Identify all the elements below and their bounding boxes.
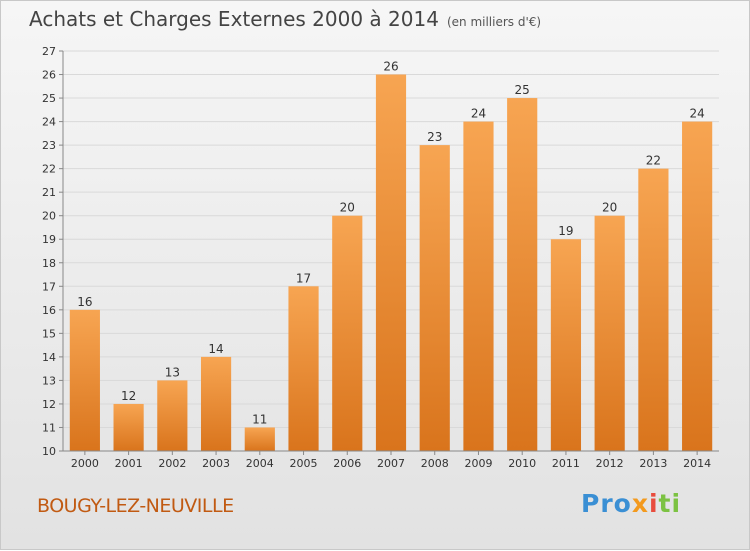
- y-tick-label: 22: [42, 163, 56, 176]
- bar-2003: [200, 356, 232, 451]
- location-label: BOUGY-LEZ-NEUVILLE: [37, 495, 234, 517]
- bar-value-label: 24: [471, 107, 486, 121]
- bar-2006: [332, 215, 363, 451]
- y-tick-label: 19: [42, 233, 56, 246]
- bar-2000: [69, 309, 100, 451]
- x-tick-label: 2013: [639, 457, 667, 470]
- bar-value-label: 20: [602, 201, 617, 215]
- y-tick-label: 20: [42, 210, 56, 223]
- bar-2010: [507, 98, 538, 451]
- x-tick-label: 2004: [246, 457, 274, 470]
- chart-unit: (en milliers d'€): [446, 15, 542, 29]
- x-tick-label: 2003: [202, 457, 230, 470]
- x-tick-label: 2007: [377, 457, 405, 470]
- x-tick-label: 2006: [333, 457, 361, 470]
- x-tick-label: 2014: [683, 457, 711, 470]
- chart-title-text: Achats et Charges Externes 2000 à 2014: [29, 7, 439, 31]
- logo-part-1: Pro: [581, 489, 632, 518]
- x-tick-label: 2002: [158, 457, 186, 470]
- bar-value-label: 17: [296, 271, 311, 285]
- bar-value-label: 13: [165, 365, 180, 379]
- bar-value-label: 16: [77, 295, 92, 309]
- y-tick-label: 26: [42, 69, 56, 82]
- bar-2014: [682, 121, 713, 452]
- logo-part-2: x: [631, 489, 649, 518]
- x-tick-label: 2012: [596, 457, 624, 470]
- bar-2012: [594, 215, 625, 451]
- y-tick-label: 21: [42, 186, 56, 199]
- bar-2013: [638, 168, 669, 451]
- bar-value-label: 19: [558, 224, 573, 238]
- bar-2009: [463, 121, 494, 452]
- y-tick-label: 16: [42, 304, 56, 317]
- y-tick-label: 10: [42, 445, 56, 458]
- bar-value-label: 12: [121, 389, 136, 403]
- logo-part-3: i: [648, 489, 659, 518]
- x-tick-label: 2001: [115, 457, 143, 470]
- x-tick-label: 2000: [71, 457, 99, 470]
- y-tick-label: 27: [42, 45, 56, 58]
- bar-2001: [113, 403, 144, 451]
- y-tick-label: 25: [42, 92, 56, 105]
- x-tick-label: 2011: [552, 457, 580, 470]
- y-tick-label: 11: [42, 421, 56, 434]
- bar-2002: [157, 380, 188, 451]
- bar-value-label: 20: [340, 201, 355, 215]
- bar-value-label: 11: [252, 412, 267, 426]
- x-tick-label: 2008: [421, 457, 449, 470]
- bar-value-label: 26: [383, 60, 398, 74]
- y-tick-label: 23: [42, 139, 56, 152]
- x-tick-label: 2009: [464, 457, 492, 470]
- bar-value-label: 25: [515, 83, 530, 97]
- x-tick-label: 2005: [290, 457, 318, 470]
- bars: 16 12 13 14 11 17 20 26 23 24 25 19 20 22 24: [69, 60, 713, 452]
- x-tick-label: 2010: [508, 457, 536, 470]
- bar-2011: [550, 239, 582, 451]
- chart-title: Achats et Charges Externes 2000 à 2014 (e…: [29, 7, 541, 31]
- y-tick-label: 12: [42, 398, 56, 411]
- bar-value-label: 14: [208, 342, 223, 356]
- y-tick-label: 18: [42, 257, 56, 270]
- y-tick-label: 17: [42, 280, 56, 293]
- y-tick-label: 14: [42, 351, 56, 364]
- y-tick-label: 13: [42, 374, 56, 387]
- bar-value-label: 24: [689, 107, 704, 121]
- bar-2008: [419, 145, 450, 451]
- bar-2004: [244, 427, 275, 451]
- y-tick-label: 15: [42, 327, 56, 340]
- bar-2005: [288, 286, 319, 451]
- logo-part-4: ti: [658, 489, 682, 518]
- bar-value-label: 22: [646, 154, 661, 168]
- bar-value-label: 23: [427, 130, 442, 144]
- bar-2007: [375, 74, 407, 451]
- axes: 10 11 12 13 14 15 16 17 18 19 20 21 22 23 24 25 26 27 2000…: [42, 45, 719, 470]
- proxiti-logo: Proxiti: [581, 489, 681, 518]
- y-tick-label: 24: [42, 116, 56, 129]
